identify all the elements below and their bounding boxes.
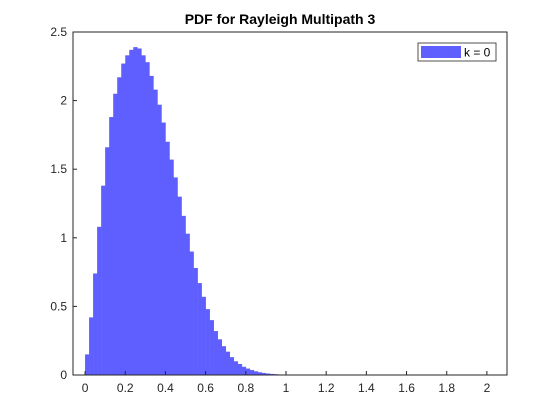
- x-tick-label: 0: [82, 381, 89, 395]
- histogram-bar: [253, 371, 259, 375]
- histogram-bar: [177, 196, 182, 375]
- x-tick-label: 1.8: [438, 381, 455, 395]
- histogram-bar: [165, 141, 170, 375]
- y-tick-label: 0: [60, 368, 67, 382]
- x-tick-label: 0.8: [237, 381, 254, 395]
- histogram-bar: [145, 62, 150, 376]
- histogram-bar: [229, 357, 235, 375]
- histogram-bar: [157, 104, 162, 375]
- histogram-bar: [193, 267, 198, 375]
- histogram-bar: [89, 317, 94, 375]
- histogram-bar: [245, 368, 251, 375]
- histogram-bar: [161, 122, 166, 375]
- histogram-bar: [269, 373, 275, 375]
- axes-box: [72, 31, 508, 376]
- histogram-bar: [121, 63, 126, 376]
- histogram-bar: [149, 75, 154, 376]
- histogram-bar: [129, 49, 134, 376]
- histogram-bar: [97, 226, 102, 375]
- x-axis: 0 0.2 0.4 0.6 0.8 1 1.2 1.4 1.6 1.8 2: [82, 371, 491, 395]
- histogram-bar: [173, 177, 178, 375]
- histogram-bar: [225, 351, 231, 375]
- histogram-bar: [189, 251, 194, 375]
- x-tick-label: 1.2: [318, 381, 335, 395]
- histogram-bar: [265, 373, 271, 375]
- histogram-bar: [201, 296, 206, 375]
- histogram-bar: [141, 55, 146, 375]
- x-tick-label: 2: [484, 381, 491, 395]
- legend-label: k = 0: [464, 46, 491, 60]
- histogram-bar: [93, 273, 98, 375]
- legend: k = 0: [417, 42, 497, 62]
- histogram-bar: [237, 364, 243, 375]
- histogram-bar: [213, 331, 218, 375]
- histogram-bar: [109, 117, 114, 375]
- x-tick-label: 1: [283, 381, 290, 395]
- histogram-bar: [169, 159, 174, 375]
- legend-swatch: [421, 46, 461, 58]
- y-tick-label: 2.5: [50, 25, 67, 39]
- y-tick-label: 1: [60, 231, 67, 245]
- x-tick-label: 0.6: [197, 381, 214, 395]
- histogram-bars: [85, 47, 327, 376]
- histogram-bar: [257, 372, 263, 375]
- x-tick-label: 0.4: [157, 381, 174, 395]
- histogram-bar: [113, 93, 118, 376]
- histogram-bar: [85, 354, 90, 375]
- histogram-bar: [241, 366, 247, 375]
- histogram-bar: [133, 47, 138, 376]
- histogram-bar: [233, 361, 239, 375]
- histogram-bar: [209, 320, 214, 375]
- x-tick-label: 1.6: [398, 381, 415, 395]
- histogram-bar: [185, 233, 190, 375]
- histogram-bar: [101, 185, 106, 375]
- histogram-bar: [181, 215, 186, 375]
- x-tick-label: 0.2: [117, 381, 134, 395]
- y-tick-label: 2: [60, 94, 67, 108]
- histogram-bar: [197, 283, 202, 375]
- chart-title: PDF for Rayleigh Multipath 3: [185, 11, 376, 27]
- histogram-bar: [153, 89, 158, 376]
- x-tick-label: 1.4: [358, 381, 375, 395]
- histogram-bar: [261, 372, 267, 375]
- histogram-bar: [249, 370, 255, 375]
- histogram-bar: [117, 77, 122, 375]
- histogram-bar: [217, 339, 222, 375]
- y-axis: 0 0.5 1 1.5 2 2.5: [50, 25, 77, 382]
- y-tick-label: 0.5: [50, 299, 67, 313]
- y-tick-label: 1.5: [50, 162, 67, 176]
- histogram-bar: [205, 309, 210, 375]
- histogram-bar: [137, 48, 142, 376]
- histogram-bar: [125, 55, 130, 375]
- histogram-bar: [221, 346, 227, 375]
- histogram-bar: [105, 147, 110, 375]
